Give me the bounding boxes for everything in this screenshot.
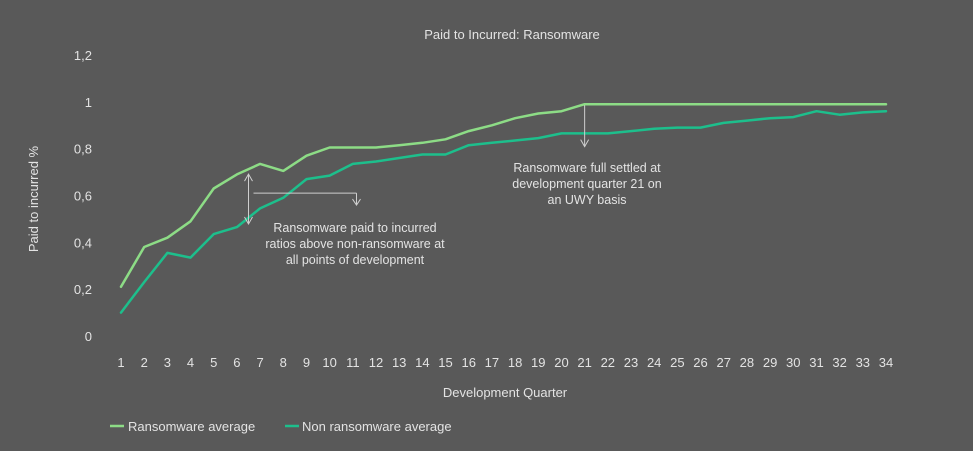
x-tick-label: 30 [786, 355, 800, 370]
x-tick-label: 29 [763, 355, 777, 370]
annotation-arrowhead-down [244, 216, 253, 225]
x-axis-label: Development Quarter [443, 385, 568, 400]
y-axis-ticks: 0 0,2 0,4 0,6 0,8 1 1,2 [74, 48, 92, 344]
x-tick-label: 28 [740, 355, 754, 370]
y-tick-label: 0 [85, 329, 92, 344]
annotation-arrowhead-up [244, 173, 253, 182]
x-tick-label: 1 [117, 355, 124, 370]
x-tick-label: 24 [647, 355, 661, 370]
x-tick-label: 17 [485, 355, 499, 370]
x-tick-label: 16 [461, 355, 475, 370]
x-tick-label: 6 [233, 355, 240, 370]
x-tick-label: 4 [187, 355, 194, 370]
x-tick-label: 14 [415, 355, 429, 370]
x-tick-label: 21 [577, 355, 591, 370]
annotation-layer: Ransomware paid to incurred ratios above … [244, 105, 662, 267]
y-axis-label: Paid to incurred % [26, 145, 41, 252]
x-tick-label: 32 [832, 355, 846, 370]
x-tick-label: 7 [256, 355, 263, 370]
x-tick-label: 2 [141, 355, 148, 370]
x-tick-label: 11 [346, 355, 360, 370]
x-tick-label: 26 [693, 355, 707, 370]
y-tick-label: 0,4 [74, 235, 92, 250]
x-tick-label: 5 [210, 355, 217, 370]
annotation-text-full-settled: Ransomware full settled at [513, 161, 661, 175]
y-tick-label: 1,2 [74, 48, 92, 63]
series-layer [119, 102, 888, 314]
x-tick-label: 8 [280, 355, 287, 370]
x-axis-ticks: 1 2 3 4 5 6 7 8 9 10 11 12 13 14 15 16 17 18 19 20 21 22 23 24 2… [117, 355, 893, 370]
annotation-text-full-settled: development quarter 21 on [512, 177, 661, 191]
y-tick-label: 0,6 [74, 189, 92, 204]
annotation-text-ransomware-above: Ransomware paid to incurred [273, 221, 436, 235]
x-tick-label: 27 [716, 355, 730, 370]
chart-title: Paid to Incurred: Ransomware [424, 27, 600, 42]
x-tick-label: 9 [303, 355, 310, 370]
annotation-text-ransomware-above: all points of development [286, 253, 425, 267]
legend-label-non-ransomware: Non ransomware average [302, 419, 452, 434]
y-tick-label: 1 [85, 95, 92, 110]
x-tick-label: 31 [809, 355, 823, 370]
legend-label-ransomware: Ransomware average [128, 419, 255, 434]
x-tick-label: 22 [601, 355, 615, 370]
annotation-text-ransomware-above: ratios above non-ransomware at [265, 237, 445, 251]
x-tick-label: 20 [554, 355, 568, 370]
series-line-non-ransomware [119, 109, 888, 314]
x-tick-label: 33 [856, 355, 870, 370]
x-tick-label: 3 [164, 355, 171, 370]
annotation-settled-arrowhead [580, 139, 590, 148]
annotation-text-full-settled: an UWY basis [548, 193, 627, 207]
x-tick-label: 19 [531, 355, 545, 370]
y-tick-label: 0,2 [74, 282, 92, 297]
series-line-ransomware [119, 102, 888, 289]
x-tick-label: 10 [322, 355, 336, 370]
x-tick-label: 25 [670, 355, 684, 370]
x-tick-label: 12 [369, 355, 383, 370]
x-tick-label: 18 [508, 355, 522, 370]
y-tick-label: 0,8 [74, 142, 92, 157]
legend: Ransomware average Non ransomware averag… [110, 419, 452, 434]
x-tick-label: 23 [624, 355, 638, 370]
x-tick-label: 13 [392, 355, 406, 370]
x-tick-label: 15 [438, 355, 452, 370]
x-tick-label: 34 [879, 355, 893, 370]
